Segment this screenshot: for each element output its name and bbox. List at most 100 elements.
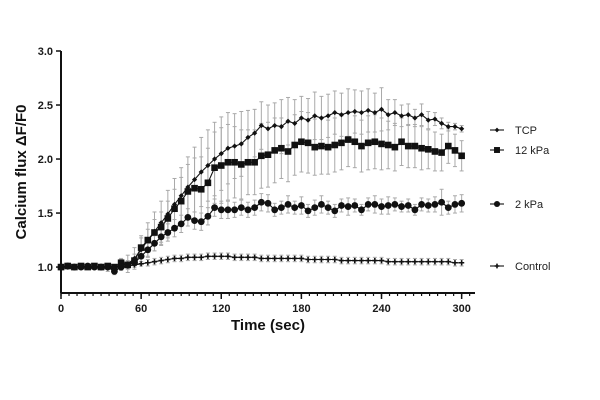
data-point-tcp [218,151,224,157]
data-point-control [418,259,425,265]
data-point-control [432,259,438,265]
data-point-12-kpa [184,188,192,195]
y-tick-label: 3.0 [38,46,53,58]
data-point-12-kpa [164,215,172,222]
data-point-control [332,256,338,263]
data-point-tcp [292,120,298,126]
data-point-12-kpa [217,162,225,169]
data-point-control [358,257,365,264]
data-point-tcp [378,106,385,112]
data-point-2-kpa [318,201,325,208]
data-point-12-kpa [411,142,419,150]
data-point-2-kpa [171,224,178,232]
data-point-2-kpa [411,206,419,214]
data-point-12-kpa [304,139,312,147]
data-point-2-kpa [144,246,152,254]
data-point-2-kpa [211,204,218,212]
data-point-2-kpa [244,206,252,214]
data-point-12-kpa [197,185,205,193]
data-point-12-kpa [451,147,459,154]
data-point-control [225,253,231,259]
data-point-control [98,264,104,270]
data-point-2-kpa [271,206,279,214]
data-point-control [385,259,391,265]
data-point-12-kpa [271,147,278,154]
data-point-12-kpa [211,164,218,171]
data-point-12-kpa [318,142,325,150]
data-point-tcp [318,115,325,121]
data-point-tcp [358,109,365,116]
data-point-tcp [439,120,445,126]
data-point-2-kpa [251,204,259,212]
data-point-tcp [238,141,244,147]
data-point-tcp [245,134,251,141]
data-point-control [398,259,405,265]
data-point-12-kpa [311,143,319,151]
data-point-12-kpa [244,158,252,166]
ticks: 1.0 1.5 2.0 2.5 3.0 0 60 120 180 240 300 [38,46,471,315]
legend-item-12-kpa: 12 kPa [490,145,550,157]
data-point-12-kpa [364,139,372,147]
series-markers [57,106,466,275]
data-point-2-kpa [458,199,466,207]
data-point-2-kpa [338,202,345,209]
data-point-control [138,261,144,267]
data-point-control [425,259,431,265]
data-point-12-kpa [258,152,265,160]
data-point-2-kpa [291,204,299,212]
legend-item-control: Control [490,261,550,273]
data-point-2-kpa [284,201,292,208]
legend-label: TCP [515,125,537,137]
legend-marker-2-kpa [493,200,501,208]
data-point-12-kpa [284,148,292,155]
data-point-2-kpa [277,204,285,212]
data-point-12-kpa [151,229,158,236]
data-point-12-kpa [137,244,145,251]
data-point-12-kpa [177,197,185,205]
y-tick-label: 2.5 [38,100,53,112]
data-point-control [312,256,318,263]
data-point-control [318,256,325,263]
data-point-2-kpa [311,204,319,212]
data-point-tcp [178,193,184,199]
data-point-control [105,264,111,270]
data-point-tcp [425,117,431,123]
data-point-control [198,254,204,260]
data-point-control [165,256,171,263]
data-point-12-kpa [224,158,232,166]
data-point-tcp [385,112,391,118]
data-point-2-kpa [351,202,359,209]
data-point-control [118,264,124,270]
y-tick-label: 1.5 [38,208,53,220]
data-point-control [272,255,278,262]
data-point-control [131,262,138,268]
data-point-tcp [459,126,465,132]
legend-item-2-kpa: 2 kPa [490,199,544,211]
data-point-12-kpa [384,141,392,149]
data-point-2-kpa [237,204,245,212]
data-point-tcp [211,156,218,162]
data-point-2-kpa [264,199,272,207]
data-point-12-kpa [204,179,212,187]
data-point-2-kpa [137,252,145,260]
data-point-tcp [338,112,345,118]
data-point-12-kpa [171,205,178,213]
data-point-control [445,259,451,265]
data-point-control [345,257,351,264]
data-point-tcp [272,122,278,129]
x-tick-label: 0 [58,303,64,315]
data-point-tcp [232,143,238,149]
data-point-control [185,254,191,260]
data-point-tcp [298,115,304,121]
data-point-12-kpa [424,146,432,153]
legend: TCP 12 kPa 2 kPa Control [490,125,550,273]
legend-label: 12 kPa [515,145,550,157]
x-tick-label: 60 [135,303,147,315]
data-point-12-kpa [117,259,125,267]
data-point-2-kpa [331,207,339,215]
data-point-control [372,257,378,264]
data-point-12-kpa [331,141,339,149]
data-point-control [305,256,311,263]
data-point-12-kpa [351,138,359,146]
